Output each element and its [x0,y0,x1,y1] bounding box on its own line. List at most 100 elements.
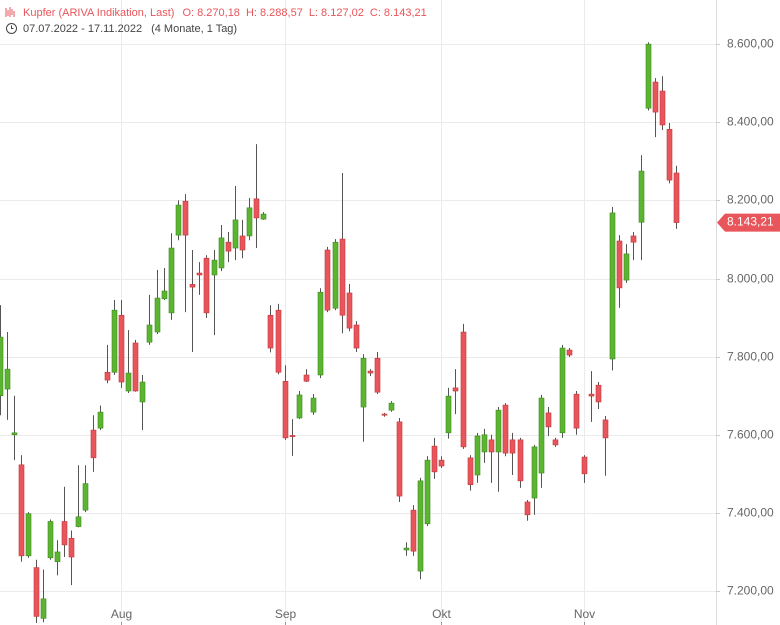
candle-body [111,309,118,373]
candle-body [33,567,40,617]
candle-body [97,411,104,429]
x-tick-label: Aug [111,607,132,621]
y-tick-label: 7.400,00 [727,506,774,520]
candle-body [545,412,552,428]
candle-body [652,81,659,113]
candle-body [40,598,47,619]
last-price-label: 8.143,21 [727,215,774,229]
candle-body [246,207,253,237]
axis: 7.200,00 7.400,00 7.600,00 7.800,00 8.000,00… [111,37,780,625]
header-dates: 07.07.2022 - 17.11.2022 (4 Monate, 1 Tag) [23,23,237,35]
candle-body [324,249,331,311]
candle-body [175,204,182,236]
candle-body [18,464,25,557]
candle-body [566,349,573,356]
candle-body [467,457,474,486]
header: Kupfer (ARIVA Indikation, Last) O: 8.270,… [5,7,427,35]
candle-body [61,521,68,546]
candle-body [182,200,189,236]
candle-body [659,90,666,126]
candle-body [524,501,531,516]
candle-body [388,402,395,411]
candle-body [381,413,388,416]
y-tick-label: 8.200,00 [727,193,774,207]
candle-body [445,395,452,434]
y-tick-label: 7.800,00 [727,350,774,364]
candle-body [609,212,616,360]
candle-body [90,429,97,459]
chart-icon [5,7,15,17]
candle-body [253,198,260,219]
candle-body [616,240,623,289]
stat-low: L: 8.127,02 [309,7,364,19]
y-tick-label: 7.200,00 [727,584,774,598]
candle-body [517,439,524,482]
candle-body [211,259,218,276]
candle-body [481,434,488,453]
candle-body [630,235,637,243]
candle-body [403,547,410,551]
y-tick-label: 8.000,00 [727,272,774,286]
candle-body [495,409,502,453]
candle-body [154,297,161,333]
y-tick-label: 8.400,00 [727,115,774,129]
candle-body [552,439,559,446]
candle-body [374,357,381,393]
x-tick-label: Okt [432,607,451,621]
candle-body [452,387,459,392]
candle-body [588,393,595,397]
candle-body [139,381,146,403]
header-title: Kupfer (ARIVA Indikation, Last) O: 8.270,… [23,7,427,19]
candle-body [431,445,438,473]
plot-area [0,42,680,624]
candle-body [317,291,324,376]
candle-body [538,397,545,474]
candle-body [146,324,153,343]
candle-body [339,238,346,316]
candle-body [25,513,32,557]
grid [0,0,716,625]
candle-body [275,309,282,373]
candle-body [125,372,132,392]
x-tick-label: Nov [574,607,595,621]
candle-body [581,456,588,475]
candle-body [509,439,516,454]
candle-body [161,290,168,300]
candle-body [353,324,360,349]
candle-body [310,397,317,413]
candle-body [417,480,424,572]
candle-body [623,253,630,281]
candle-body [239,235,246,251]
y-tick-label: 8.600,00 [727,37,774,51]
candle-body [673,172,680,223]
candle-body [118,314,125,383]
candle-body [168,247,175,314]
candle-body [460,331,467,448]
candle-body [424,459,431,525]
candle-body [296,394,303,419]
candle-body [0,336,4,397]
clock-icon [6,23,17,34]
candle-body [218,237,225,269]
candle-body [332,241,339,309]
stat-open: O: 8.270,18 [182,7,240,19]
candle-body [438,459,445,467]
candle-body [4,368,11,390]
candle-body [260,213,267,220]
candle-body [559,347,566,434]
stat-high: H: 8.288,57 [246,7,303,19]
last-price-tag [717,213,780,232]
candle-body [360,357,367,408]
candle-body [54,551,61,563]
candle-body [203,257,210,314]
candle-body [303,374,310,382]
candle-body [282,380,289,439]
candle-body [68,537,75,558]
candle-body [531,446,538,499]
candle-body [638,170,645,223]
candle-body [488,439,495,453]
candle-body [267,314,274,349]
x-tick-label: Sep [275,607,297,621]
candle-body [11,432,18,436]
